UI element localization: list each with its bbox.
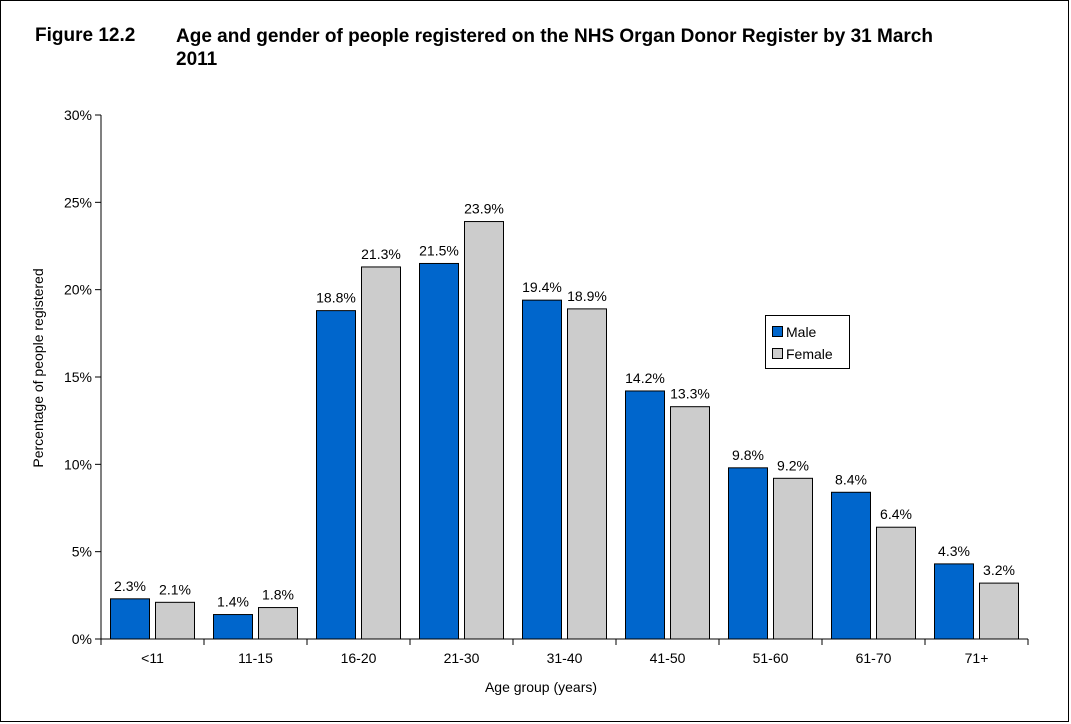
bar-female [258,607,298,640]
data-label-male: 18.8% [316,290,356,306]
x-tick-label: <11 [141,650,164,666]
bar-male [831,491,871,640]
data-label-male: 1.4% [217,594,249,610]
bar-female [979,582,1019,640]
bar-male [316,310,356,640]
data-label-male: 4.3% [938,543,970,559]
chart-data-labels: 2.3% 2.1% 1.4% 1.8% 18.8% 21.3% 21.5% 23.9% 19.4… [114,201,1015,610]
bar-male [110,598,150,640]
x-tick-label: 31-40 [547,650,583,666]
data-label-female: 21.3% [361,246,401,262]
bar-male [934,563,974,640]
legend-item-male: Male [772,323,816,341]
bar-male [728,467,768,640]
x-tick-label: 11-15 [238,650,273,666]
bar-female [876,526,916,640]
data-label-female: 13.3% [670,386,710,402]
legend-label-female: Female [786,346,833,362]
y-axis-title: Percentage of people registered [30,268,46,467]
legend-swatch-male [772,326,783,337]
y-tick-label: 0% [72,631,92,647]
x-tick-label: 21-30 [444,650,480,666]
x-tick-label: 16-20 [341,650,377,666]
bar-male [625,390,665,640]
data-label-female: 6.4% [880,506,912,522]
y-tick-label: 10% [64,456,92,472]
data-label-male: 19.4% [522,279,562,295]
data-label-female: 9.2% [777,457,809,473]
y-tick-label: 20% [64,282,92,298]
data-label-male: 14.2% [625,370,665,386]
bar-female [567,308,607,640]
bar-female [361,266,401,640]
chart-axes: 0% 5% 10% 15% 20% 25% 30% <11 11-15 16-20 21-30 31-… [64,107,1029,666]
y-tick-label: 5% [72,544,92,560]
data-label-male: 21.5% [419,242,459,258]
data-label-male: 2.3% [114,578,146,594]
chart-bars [110,221,1019,640]
x-axis-title: Age group (years) [485,679,597,695]
data-label-male: 9.8% [732,447,764,463]
data-label-female: 2.1% [159,581,191,597]
bar-female [464,221,504,640]
x-tick-label: 71+ [965,650,989,666]
bar-female [155,601,195,640]
data-label-female: 1.8% [262,587,294,603]
legend-label-male: Male [786,324,817,340]
figure-label: Figure 12.2 [35,25,136,46]
figure-title: Age and gender of people registered on t… [176,26,933,70]
data-label-female: 23.9% [464,201,504,217]
bar-female [670,406,710,640]
bar-male [522,299,562,640]
y-tick-label: 30% [64,107,92,123]
data-label-female: 3.2% [983,562,1015,578]
bar-male [213,614,253,640]
y-tick-label: 25% [64,194,92,210]
x-tick-label: 51-60 [753,650,789,666]
x-tick-label: 41-50 [650,650,686,666]
x-tick-label: 61-70 [856,650,892,666]
y-tick-label: 15% [64,369,92,385]
bar-male [419,262,459,640]
legend-swatch-female [772,348,783,359]
legend-item-female: Female [772,345,833,363]
data-label-male: 8.4% [835,471,867,487]
data-label-female: 18.9% [567,288,607,304]
chart-legend: Male Female [765,315,850,369]
bar-female [773,477,813,640]
